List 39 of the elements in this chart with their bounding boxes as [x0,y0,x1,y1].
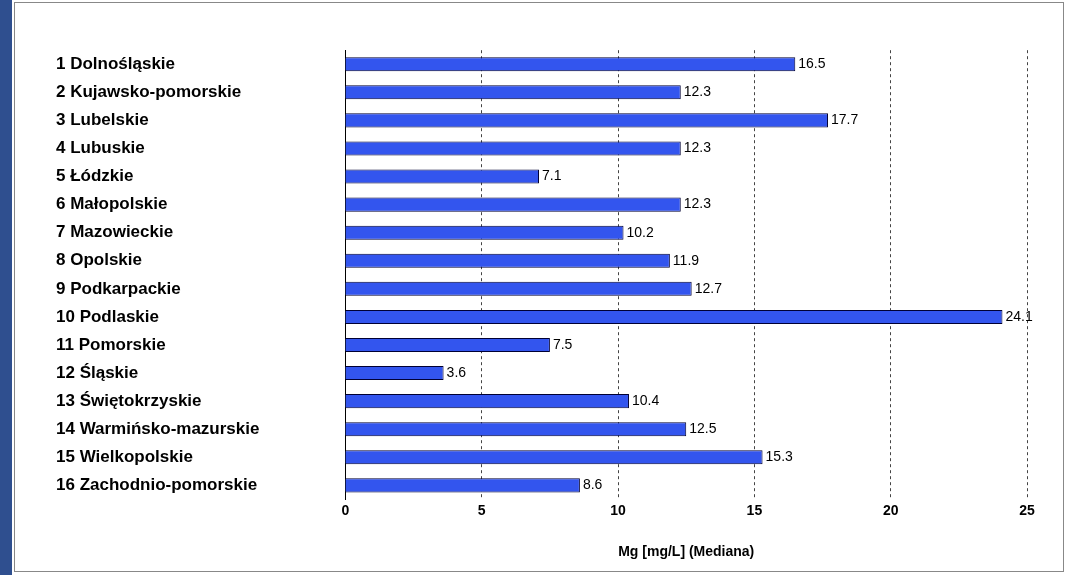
data-label: 7.5 [552,335,573,352]
y-tick-label: 6 Małopolskie [56,194,168,214]
data-label: 12.3 [683,195,712,212]
data-label: 8.6 [582,476,603,493]
x-tick-label: 5 [477,501,486,518]
y-tick-label: 9 Podkarpackie [56,278,181,298]
y-tick-label: 7 Mazowieckie [56,222,174,242]
y-tick-label: 16 Zachodnio-pomorskie [56,475,258,495]
y-tick-label: 4 Lubuskie [56,138,145,158]
data-label: 11.9 [672,251,700,268]
data-label: 12.5 [689,420,717,437]
x-tick-label: 15 [746,501,763,518]
x-tick-label: 25 [1019,501,1035,518]
data-label: 17.7 [830,111,859,128]
y-tick-label: 2 Kujawsko-pomorskie [56,82,242,101]
y-tick-label: 12 Śląskie [56,362,139,382]
data-label: 12.3 [683,139,712,156]
y-tick-label: 14 Warmińsko-mazurskie [56,418,260,438]
x-tick-label: 20 [882,501,899,518]
y-tick-label: 13 Świętokrzyskie [56,390,202,410]
y-tick-label: 11 Pomorskie [56,334,166,354]
y-tick-label: 5 Łódzkie [56,166,134,186]
data-label: 10.2 [626,223,654,240]
y-tick-label: 10 Podlaskie [56,306,160,326]
data-label: 10.4 [631,392,660,408]
data-label: 15.3 [765,448,794,465]
y-tick-label: 15 Wielkopolskie [56,446,193,466]
data-label: 16.5 [798,55,826,72]
y-tick-label: 1 Dolnośląskie [56,53,176,73]
data-label: 12.7 [694,279,723,296]
x-tick-label: 0 [341,501,350,518]
data-label: 7.1 [542,167,562,184]
y-tick-label: 3 Lubelskie [56,110,149,130]
y-tick-label: 8 Opolskie [56,250,142,270]
x-tick-label: 10 [610,501,627,518]
data-label: 12.3 [683,83,712,100]
x-axis-title: Mg [mg/L] (Mediana) [618,543,755,560]
data-label: 24.1 [1005,307,1033,324]
data-label: 3.6 [446,363,467,380]
